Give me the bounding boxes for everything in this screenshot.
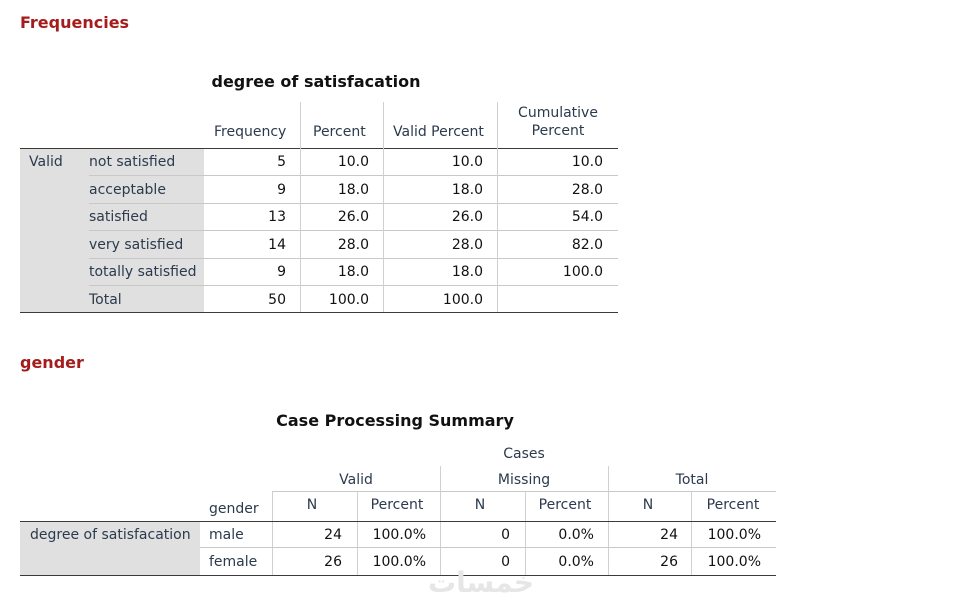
gender-heading: gender [20,353,84,372]
cps-header-cases: Cases [503,446,545,462]
freq-table-title: degree of satisfacation [211,72,421,91]
cps-sub-percent: Percent [706,497,760,513]
row-label: female [209,554,258,570]
cps-group-divider [440,466,441,521]
cps-sub-percent: Percent [370,497,424,513]
row-label: very satisfied [89,237,184,253]
cps-header-valid: Valid [339,472,373,488]
freq-header-frequency: Frequency [214,124,287,140]
freq-header-divider [300,102,301,148]
watermark-logo: خمسات [428,566,535,599]
cell-valid-percent: 18.0 [451,182,483,198]
cell-missing-n: 0 [501,527,510,543]
cps-header-missing: Missing [497,472,551,488]
cell-cumulative-percent: 54.0 [571,209,603,225]
cell-valid-percent: 100.0% [372,527,426,543]
freq-bottom-rule [20,312,618,313]
freq-header-valid-percent: Valid Percent [393,124,484,140]
cell-frequency: 9 [277,182,286,198]
cell-valid-percent: 10.0 [451,154,483,170]
cell-percent: 28.0 [337,237,369,253]
cps-group-divider [608,466,609,521]
cell-cumulative-percent: 82.0 [571,237,603,253]
cell-valid-percent: 28.0 [451,237,483,253]
cps-sub-percent: Percent [538,497,592,513]
cell-valid-percent: 18.0 [451,264,483,280]
cell-cumulative-percent: 10.0 [571,154,603,170]
cps-sub-divider [691,491,692,575]
cell-percent: 100.0 [328,292,369,308]
cell-frequency: 50 [268,292,286,308]
cell-total-n: 26 [660,554,678,570]
cell-valid-n: 24 [324,527,342,543]
cps-sub-divider [357,491,358,575]
cps-row-group-label: degree of satisfacation [30,527,191,543]
cps-group-rule [441,491,608,492]
cell-total-percent: 100.0% [707,554,761,570]
cps-sub-divider [272,491,273,575]
freq-body-divider [300,148,301,312]
cps-sub-n: N [474,497,486,513]
row-label: totally satisfied [89,264,197,280]
cell-missing-percent: 0.0% [558,554,594,570]
freq-header-percent: Percent [313,124,366,140]
cps-sub-n: N [306,497,318,513]
cell-valid-percent: 26.0 [451,209,483,225]
cell-frequency: 9 [277,264,286,280]
freq-header-divider [497,102,498,148]
row-divider [89,258,618,259]
freq-header-cumulative-line1: Cumulative [518,105,598,121]
row-divider [200,547,776,548]
cell-percent: 26.0 [337,209,369,225]
cps-header-rule [20,521,776,522]
row-divider [89,175,618,176]
cell-frequency: 5 [277,154,286,170]
cell-frequency: 13 [268,209,286,225]
cell-cumulative-percent: 100.0 [562,264,603,280]
row-label: not satisfied [89,154,176,170]
row-divider [89,203,618,204]
cps-sub-n: N [642,497,654,513]
cps-sub-divider [440,521,441,575]
cps-row-stub-background [20,521,200,575]
cell-valid-percent: 100.0% [372,554,426,570]
cell-percent: 18.0 [337,264,369,280]
freq-header-cumulative-line2: Percent [531,123,585,139]
cell-valid-n: 26 [324,554,342,570]
freq-header-divider [383,102,384,148]
cps-row-var-header: gender [209,501,259,517]
freq-group-label-valid: Valid [29,154,63,170]
row-label: acceptable [89,182,166,198]
cell-cumulative-percent: 28.0 [571,182,603,198]
cell-percent: 18.0 [337,182,369,198]
cps-sub-divider [608,521,609,575]
row-label: Total [89,292,122,308]
cell-total-percent: 100.0% [707,527,761,543]
cell-valid-percent: 100.0 [442,292,483,308]
freq-body-divider [383,148,384,312]
cps-table-title: Case Processing Summary [276,411,514,430]
row-label: satisfied [89,209,148,225]
freq-header-rule [20,148,618,149]
freq-body-divider [497,148,498,312]
frequencies-heading: Frequencies [20,13,130,32]
cps-sub-divider [525,491,526,575]
cps-group-rule [609,491,776,492]
cell-missing-percent: 0.0% [558,527,594,543]
cell-percent: 10.0 [337,154,369,170]
freq-header-cumulative-percent: Cumulative Percent [498,105,618,139]
row-divider [89,230,618,231]
cell-total-n: 24 [660,527,678,543]
row-label: male [209,527,244,543]
cps-group-rule [272,491,440,492]
cps-bottom-rule [20,575,776,576]
cps-header-total: Total [675,472,709,488]
row-divider [89,285,618,286]
cell-missing-n: 0 [501,554,510,570]
cell-frequency: 14 [268,237,286,253]
